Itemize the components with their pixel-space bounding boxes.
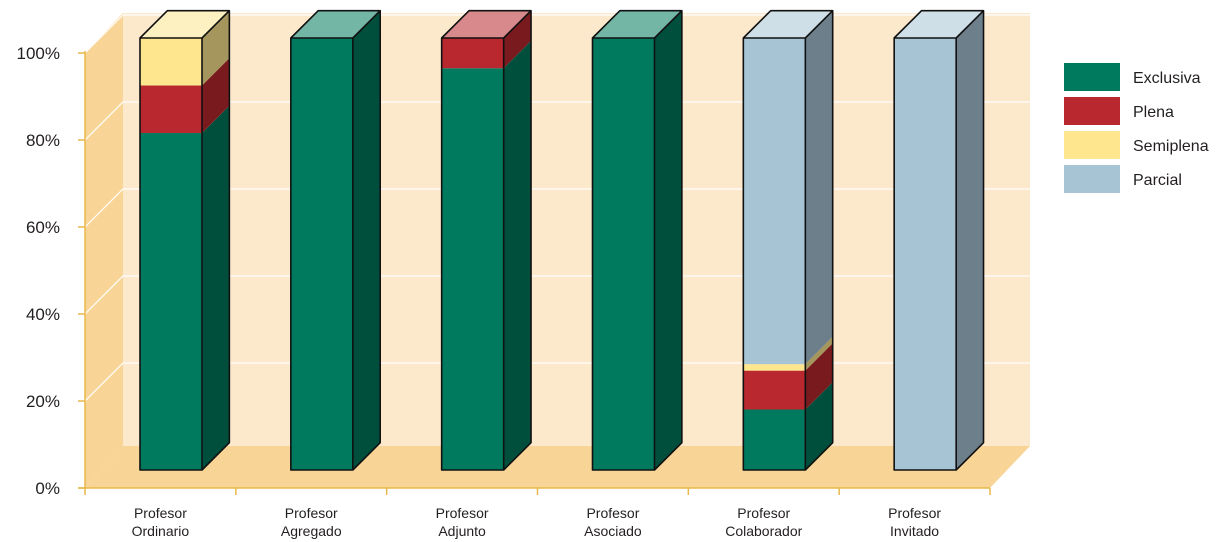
back-wall: [123, 13, 1030, 446]
x-tick-label: Profesor Asociado: [584, 505, 642, 539]
y-tick-label: 100%: [17, 44, 60, 63]
legend-swatch: [1064, 131, 1120, 159]
bar-segment-side: [805, 343, 833, 410]
bar-segment-side: [202, 58, 230, 134]
bar-segment: [743, 409, 806, 470]
legend: Exclusiva Plena Semiplena Parcial: [1064, 63, 1209, 193]
bar-segment-side: [202, 105, 230, 471]
grid-line: [84, 362, 1030, 402]
bar-segment-side: [805, 382, 833, 470]
bar-segment: [140, 38, 202, 86]
bar-segment-side: [805, 336, 833, 371]
x-tick-label: Profesor Colaborador: [725, 505, 802, 539]
bar-top: [894, 10, 984, 39]
grid-line: [84, 14, 1030, 54]
x-axis-tick-labels: Profesor Ordinario Profesor Agregado Profeso…: [132, 505, 942, 539]
legend-label: Semiplena: [1133, 138, 1209, 155]
grid-lines: [84, 14, 1030, 402]
bar-segment: [743, 364, 806, 371]
bar-segment: [441, 38, 504, 69]
bar-top: [290, 10, 381, 39]
floor: [85, 446, 1030, 488]
x-tick-label: Profesor Invitado: [888, 505, 941, 539]
bar-stack: [139, 9, 231, 471]
y-tick-label: 20%: [26, 392, 60, 411]
side-wall: [85, 13, 123, 488]
bar-segment-side: [654, 10, 682, 470]
bars: [139, 9, 985, 471]
bar-segment: [140, 85, 202, 134]
x-tick-label: Profesor Ordinario: [132, 505, 190, 539]
bar-segment: [140, 133, 202, 471]
bar-segment-side: [956, 10, 984, 470]
bar-outline: [893, 9, 985, 471]
bar-segment: [743, 370, 806, 410]
bar-stack: [591, 9, 683, 471]
bar-top: [140, 10, 230, 39]
bar-segment-side: [805, 10, 833, 365]
bar-stack: [440, 9, 532, 471]
bar-outline: [742, 9, 834, 471]
x-tick-label: Profesor Adjunto: [436, 505, 489, 539]
bar-segment-side: [503, 10, 532, 69]
legend-label: Plena: [1133, 104, 1174, 121]
x-tick-label: Profesor Agregado: [281, 505, 342, 539]
bar-outline: [440, 9, 532, 471]
bar-stack: [290, 9, 381, 471]
legend-swatch: [1064, 165, 1120, 193]
y-tick-label: 60%: [26, 218, 60, 237]
bar-segment-side: [352, 10, 381, 470]
bar-segment-side: [202, 10, 230, 86]
bar-outline: [139, 9, 231, 471]
y-tick-label: 40%: [26, 305, 60, 324]
legend-label: Parcial: [1133, 172, 1182, 189]
bar-segment: [592, 38, 655, 470]
y-tick-label: 80%: [26, 131, 60, 150]
grid-line: [84, 101, 1030, 141]
bar-outline: [290, 9, 381, 471]
bar-stack: [893, 9, 985, 471]
bar-segment: [441, 68, 504, 471]
legend-swatch: [1064, 97, 1120, 125]
bar-segment: [894, 38, 957, 470]
bar-top: [592, 10, 682, 39]
bar-segment: [743, 38, 806, 365]
grid-line: [84, 188, 1030, 228]
legend-swatch: [1064, 63, 1120, 91]
legend-label: Exclusiva: [1133, 70, 1201, 87]
bar-stack: [742, 9, 834, 471]
bar-segment-side: [503, 40, 532, 470]
axes: [78, 51, 991, 495]
bar-top: [743, 10, 833, 39]
y-tick-label: 0%: [35, 479, 60, 498]
bar-outline: [591, 9, 683, 471]
bar-top: [441, 10, 532, 39]
bar-segment: [290, 38, 353, 470]
grid-line: [84, 275, 1030, 315]
y-axis-tick-labels: 0% 20% 40% 60% 80% 100%: [17, 44, 60, 498]
